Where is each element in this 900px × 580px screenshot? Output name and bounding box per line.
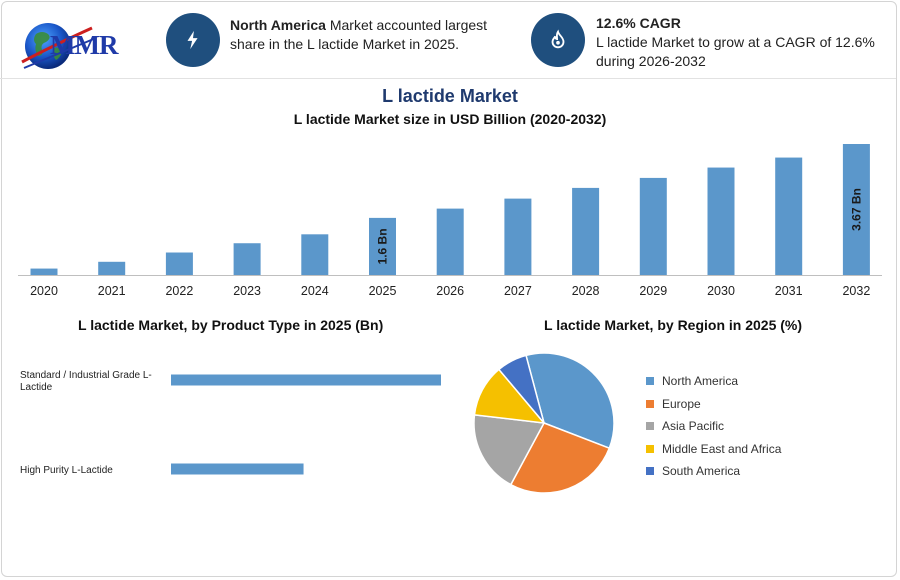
region-pie-chart xyxy=(473,352,615,494)
legend-swatch xyxy=(646,444,654,453)
bar-2030 xyxy=(707,167,735,275)
kpi-body: Market accounted largest share in the L … xyxy=(230,17,488,52)
bar-2029 xyxy=(639,177,667,275)
bar-2025 xyxy=(369,217,396,275)
x-tick-label: 2031 xyxy=(775,284,803,298)
kpi-bold: North America xyxy=(230,17,326,33)
bar-2032 xyxy=(842,144,870,275)
market-size-bar-chart: 2020 2021 2022 2023 2024 2025 1.6 Bn 2026 2027 20… xyxy=(18,144,882,298)
bar-2028 xyxy=(572,187,600,275)
legend-item: Middle East and Africa xyxy=(646,438,781,461)
legend-item: North America xyxy=(646,370,781,393)
x-tick-label: 2028 xyxy=(572,284,600,298)
x-tick-label: 2025 xyxy=(369,284,397,298)
x-tick-label: 2024 xyxy=(301,284,329,298)
x-tick-label: 2030 xyxy=(707,284,735,298)
bar-2020 xyxy=(30,268,58,275)
legend-label: Middle East and Africa xyxy=(662,441,782,456)
x-tick-label: 2027 xyxy=(504,284,532,298)
bar-2024 xyxy=(301,234,329,275)
x-tick-label: 2020 xyxy=(30,284,58,298)
legend-swatch xyxy=(646,422,654,431)
chart-subtitle: L lactide Market size in USD Billion (20… xyxy=(293,111,607,127)
chart-title: L lactide Market xyxy=(382,86,518,106)
x-tick-label: 2026 xyxy=(436,284,464,298)
bar-data-label: 1.6 Bn xyxy=(376,228,390,264)
bar-2027 xyxy=(504,198,532,275)
legend-label: Europe xyxy=(662,396,701,411)
product-type-title: L lactide Market, by Product Type in 202… xyxy=(78,317,384,333)
flame-icon xyxy=(551,29,565,49)
pie-slice-europe xyxy=(509,422,611,494)
legend-item: Europe xyxy=(646,393,781,416)
bar-data-label: 3.67 Bn xyxy=(849,188,863,231)
bar-2021 xyxy=(98,261,126,275)
region-legend: North America Europe Asia Pacific Middle Ea… xyxy=(646,370,781,483)
kpi-cagr-body: L lactide Market to grow at a CAGR of 12… xyxy=(596,34,875,69)
bar-2023 xyxy=(233,243,261,275)
pie-slice-asia-pacific xyxy=(473,413,546,486)
hbar-1 xyxy=(171,463,304,475)
kpi-cagr-text: 12.6% CAGR L lactide Market to grow at a… xyxy=(596,14,886,71)
legend-swatch xyxy=(646,467,654,476)
bar-2031 xyxy=(775,157,803,275)
x-tick-label: 2022 xyxy=(165,284,193,298)
legend-label: South America xyxy=(662,464,741,479)
kpi-cagr-bold: 12.6% CAGR xyxy=(596,15,681,31)
legend-label: North America xyxy=(662,374,739,389)
x-tick-label: 2032 xyxy=(842,284,870,298)
lightning-icon xyxy=(187,30,198,50)
kpi-cagr-badge xyxy=(531,13,585,67)
header-divider xyxy=(0,78,896,79)
kpi-lightning-badge xyxy=(166,13,220,67)
legend-label: Asia Pacific xyxy=(662,419,725,434)
legend-item: South America xyxy=(646,460,781,483)
pie-slice-south-america xyxy=(497,354,545,424)
legend-item: Asia Pacific xyxy=(646,415,781,438)
region-title: L lactide Market, by Region in 2025 (%) xyxy=(544,317,803,333)
category-label: Standard / Industrial Grade L-Lactide xyxy=(20,370,152,393)
x-tick-label: 2021 xyxy=(98,284,126,298)
bar-2022 xyxy=(165,252,193,275)
legend-swatch xyxy=(646,377,654,386)
mmr-logo xyxy=(21,23,97,69)
product-type-bar-chart: Standard / Industrial Grade L-Lactide Hig… xyxy=(20,370,441,476)
x-tick-label: 2029 xyxy=(639,284,667,298)
logo-text: MMR xyxy=(50,30,118,60)
bar-2026 xyxy=(436,208,464,275)
legend-swatch xyxy=(646,399,654,408)
x-tick-label: 2023 xyxy=(233,284,261,298)
hbar-0 xyxy=(171,374,441,386)
category-label: High Purity L-Lactide xyxy=(20,465,113,476)
kpi-north-america-text: North America Market accounted largest s… xyxy=(230,16,500,54)
